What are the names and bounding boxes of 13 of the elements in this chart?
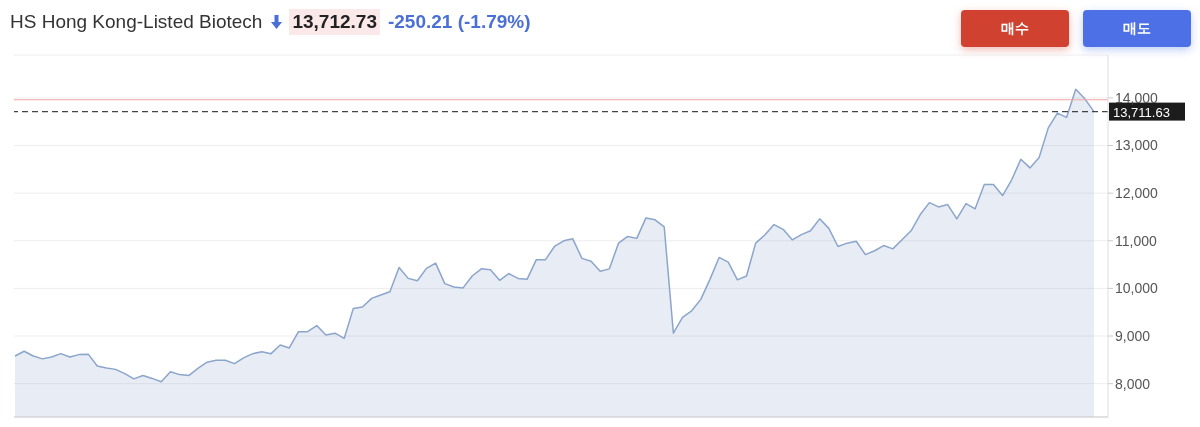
y-tick-label: 9,000 bbox=[1115, 328, 1151, 344]
y-tick-label: 11,000 bbox=[1115, 232, 1157, 249]
button: 매수 bbox=[961, 10, 1069, 47]
chart-title: HS Hong Kong-Listed Biotech bbox=[10, 11, 263, 32]
text: 13,712.73 bbox=[292, 11, 377, 32]
y-tick-label: 12,000 bbox=[1115, 185, 1159, 202]
button: 매도 bbox=[1083, 10, 1191, 47]
ref-line-label: 13,711.63 bbox=[1113, 104, 1170, 120]
y-tick-label: 10,000 bbox=[1115, 280, 1159, 297]
y-tick-label: 13,000 bbox=[1115, 137, 1159, 154]
y-tick-label: 14,000 bbox=[1115, 89, 1159, 106]
y-tick-label: 8,000 bbox=[1115, 375, 1151, 392]
text: -250.21 (-1.79%) bbox=[387, 11, 531, 32]
